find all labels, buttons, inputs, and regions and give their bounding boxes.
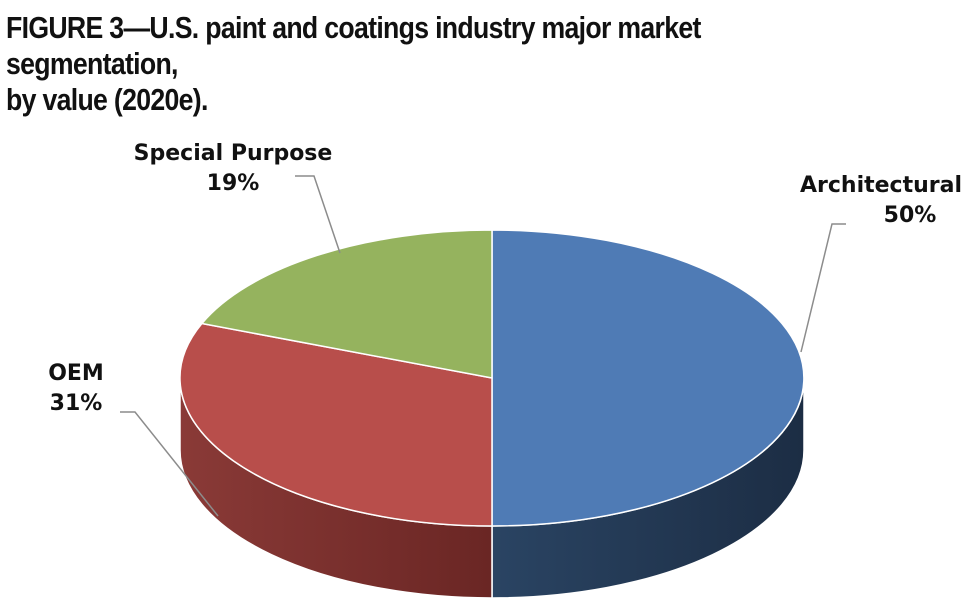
figure-title-line-1: FIGURE 3—U.S. paint and coatings industr…	[6, 10, 701, 81]
slice-value-oem: 31%	[50, 391, 103, 416]
slice-label-oem: OEM	[48, 361, 104, 386]
pie-labels: Architectural 50% OEM 31% Special Purpose 19%	[48, 141, 962, 416]
slice-value-architectural: 50%	[884, 203, 937, 228]
figure-title-line-2: by value (2020e).	[6, 82, 208, 117]
slice-value-special-purpose: 19%	[207, 171, 260, 196]
pie-slice-oem	[179, 322, 493, 527]
leader-line-architectural	[800, 223, 846, 353]
pie-slice-special-purpose	[201, 229, 493, 379]
pie-slice-architectural	[491, 229, 805, 527]
leader-line-special-purpose	[295, 175, 341, 254]
pie-tops	[179, 229, 805, 527]
slice-label-architectural: Architectural	[800, 173, 962, 198]
slice-label-special-purpose: Special Purpose	[134, 141, 333, 166]
leader-line-oem	[120, 411, 219, 517]
pie-leader-lines	[120, 175, 846, 517]
figure-title: FIGURE 3—U.S. paint and coatings industr…	[6, 10, 814, 118]
